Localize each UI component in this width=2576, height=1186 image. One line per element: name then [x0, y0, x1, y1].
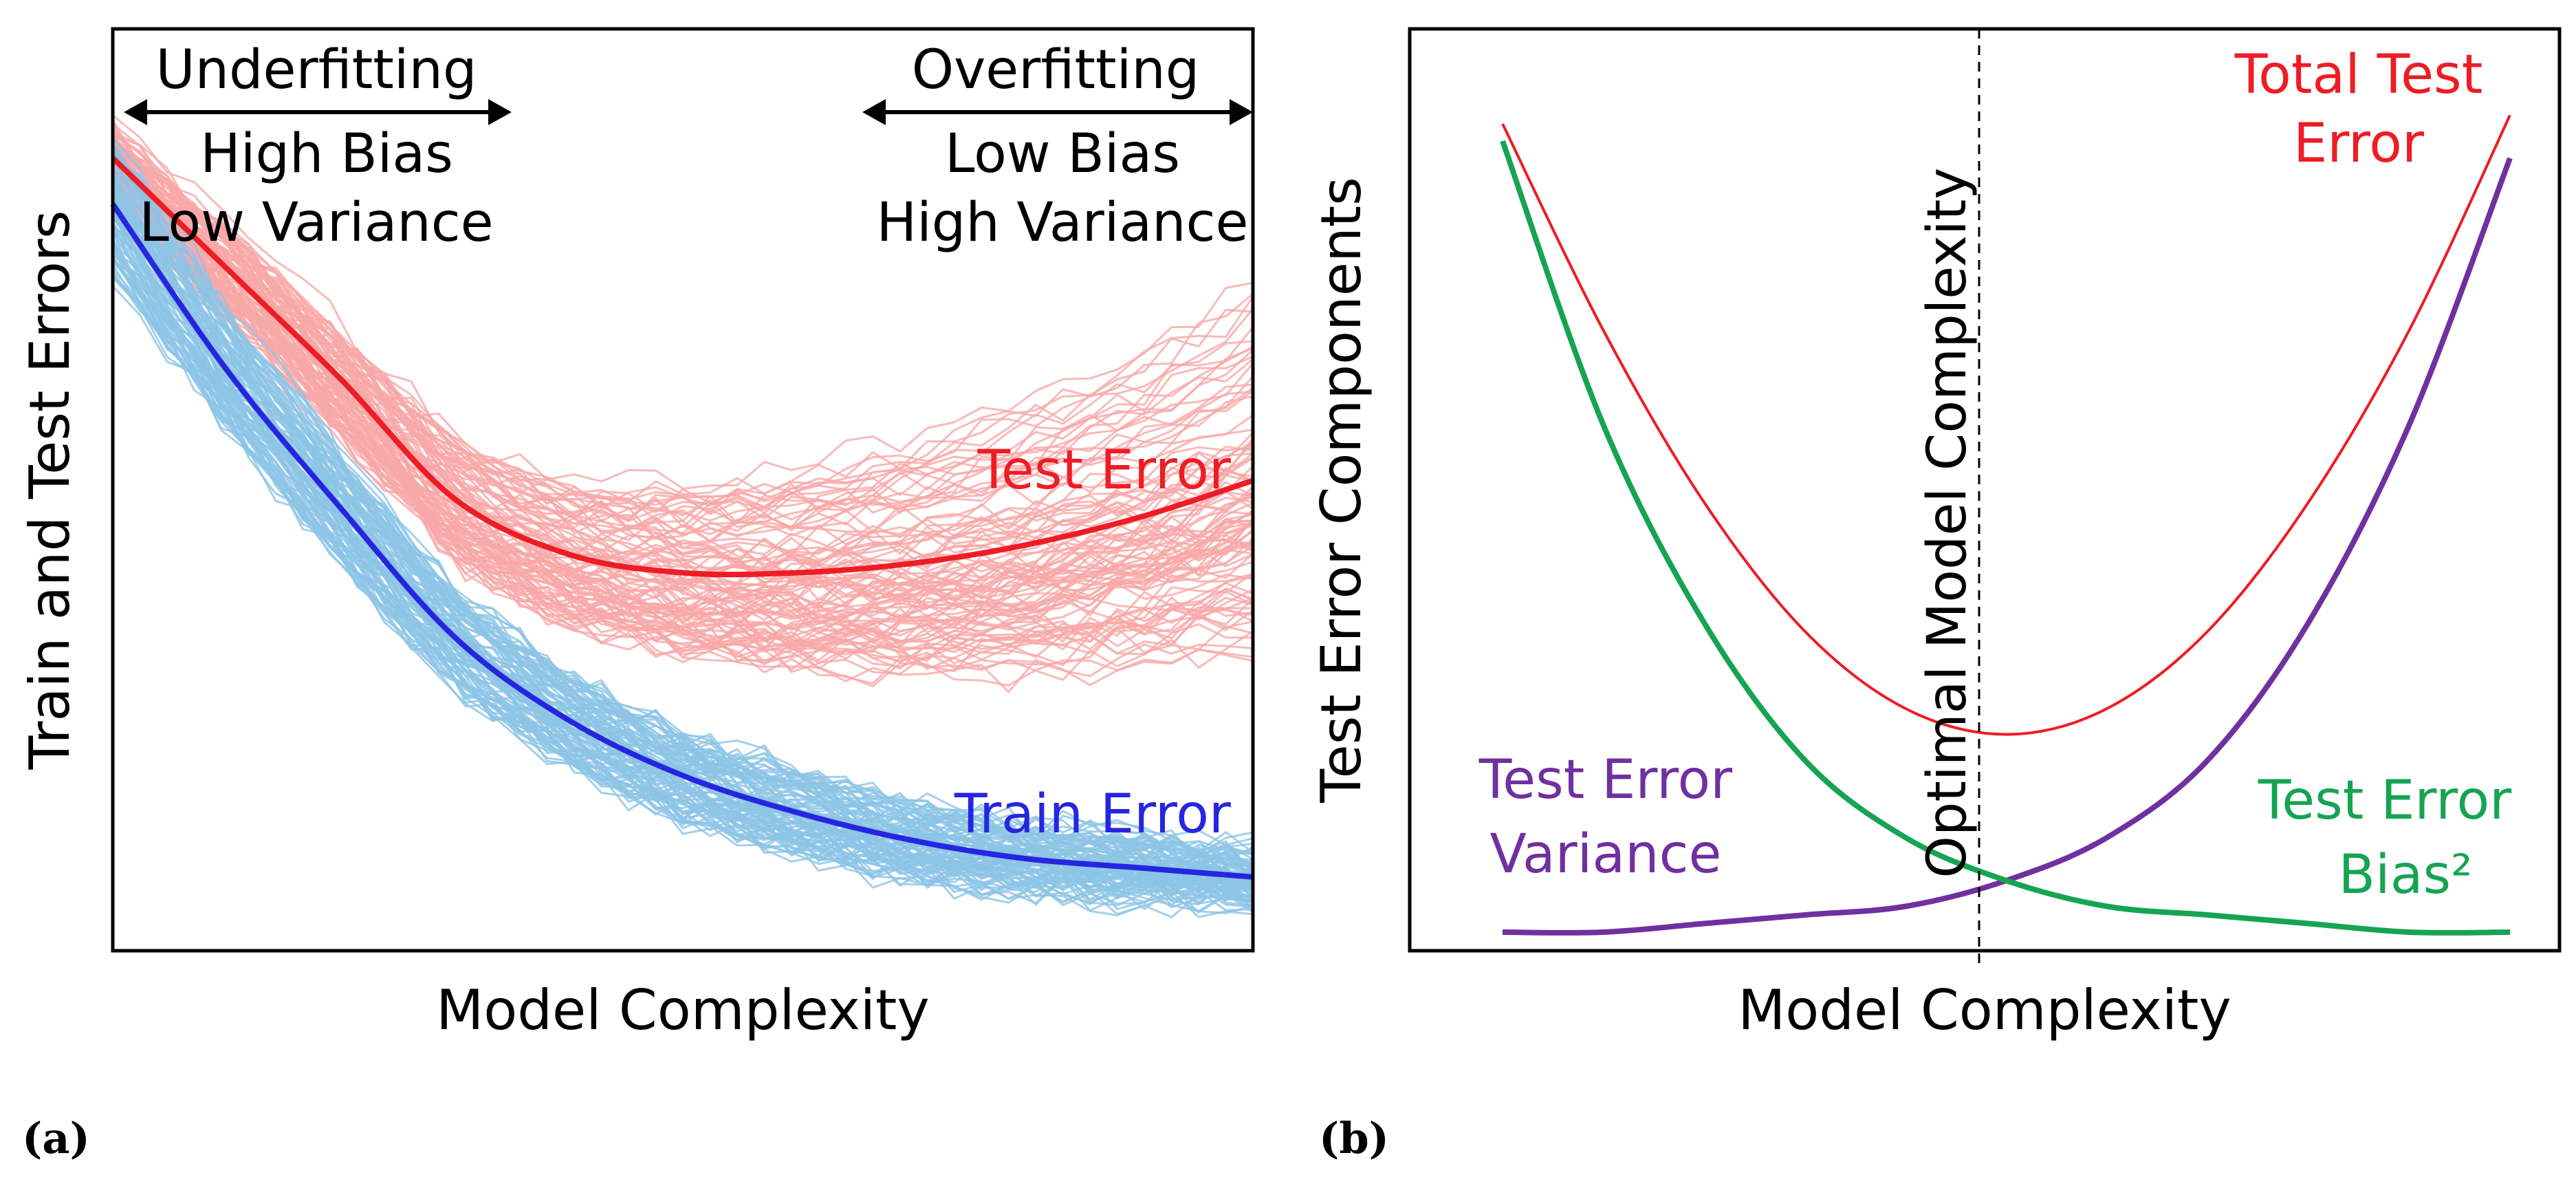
test-error-sample-line [112, 172, 1254, 609]
underfitting-label: Underfitting [155, 39, 477, 101]
panel-b-y-axis-label: Test Error Components [1309, 177, 1373, 804]
panel-b-sublabel: (b) [1319, 1113, 1389, 1163]
low-bias-label: Low Bias [945, 123, 1180, 185]
panel-a: Underfitting High Bias Low Variance Over… [18, 27, 1255, 1163]
train-error-sample-line [111, 229, 1254, 918]
test-error-series-label: Test Error [976, 440, 1231, 502]
test-error-sample-line [111, 169, 1254, 694]
test-error-sample-line [112, 149, 1254, 524]
test-error-sample-line [112, 134, 1254, 522]
train-error-sample-line [111, 263, 1254, 916]
total-test-error-label-line1: Total Test [2234, 44, 2483, 106]
high-bias-label: High Bias [200, 123, 453, 185]
test-error-sample-line [112, 152, 1254, 645]
total-test-error-line [1501, 114, 2511, 736]
low-variance-label: Low Variance [139, 192, 493, 254]
overfitting-label: Overfitting [912, 39, 1200, 101]
optimal-complexity-label: Optimal Model Complexity [1917, 168, 1978, 878]
test-error-sample-line [111, 164, 1254, 620]
test-error-sample-curves [111, 114, 1254, 694]
panel-b: Optimal Model Complexity Total Test Erro… [1309, 27, 2562, 1163]
test-error-sample-line [111, 186, 1254, 656]
variance-label-line1: Test Error [1478, 749, 1733, 811]
test-error-mean-line [111, 155, 1254, 578]
test-error-sample-line [112, 153, 1254, 564]
test-error-bias-line [1500, 140, 2511, 936]
test-error-sample-line [112, 187, 1254, 650]
bias-label-line2: Bias² [2339, 844, 2473, 906]
train-error-sample-line [111, 217, 1254, 893]
train-error-sample-line [111, 256, 1254, 881]
overfitting-arrow [862, 99, 1253, 125]
panel-a-frame [111, 27, 1255, 953]
test-error-sample-line [111, 144, 1254, 606]
train-error-sample-line [111, 153, 1254, 861]
train-error-series-label: Train Error [954, 784, 1232, 845]
train-error-sample-line [111, 175, 1254, 884]
train-error-sample-line [111, 224, 1254, 885]
panel-b-x-axis-label: Model Complexity [1738, 978, 2231, 1042]
train-error-sample-line [111, 173, 1254, 867]
train-error-sample-line [111, 258, 1254, 906]
test-error-sample-line [112, 140, 1254, 584]
train-error-mean-line [110, 202, 1254, 880]
test-error-sample-line [112, 135, 1254, 490]
test-error-sample-line [111, 151, 1254, 609]
test-error-variance-line [1502, 157, 2513, 936]
panel-a-mean-curves [110, 155, 1254, 880]
train-error-sample-line [111, 175, 1254, 881]
panel-a-x-axis-label: Model Complexity [436, 978, 929, 1042]
panel-b-frame [1408, 27, 2562, 953]
underfitting-arrow [124, 99, 512, 125]
high-variance-label: High Variance [876, 192, 1248, 254]
panel-a-y-axis-label: Train and Test Errors [18, 211, 82, 770]
train-error-sample-line [111, 155, 1254, 863]
total-test-error-label-line2: Error [2293, 113, 2425, 175]
panel-a-sublabel: (a) [22, 1113, 90, 1163]
train-error-sample-line [111, 277, 1254, 908]
variance-label-line2: Variance [1490, 823, 1722, 885]
test-error-sample-line [111, 126, 1254, 540]
test-error-sample-line [111, 176, 1254, 632]
bias-label-line1: Test Error [2258, 770, 2512, 832]
panel-b-curves [1500, 114, 2513, 936]
